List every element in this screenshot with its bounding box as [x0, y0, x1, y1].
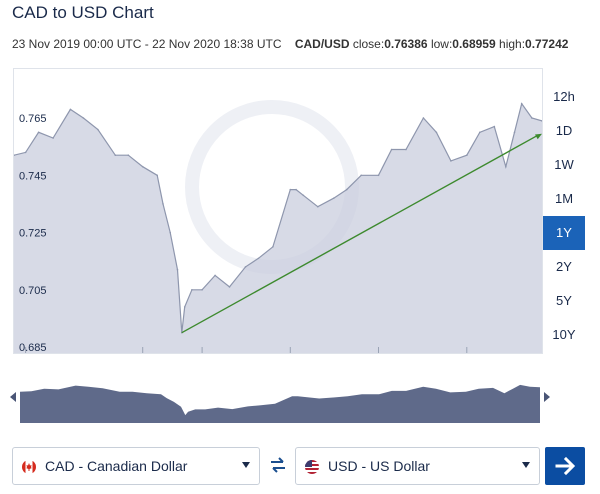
- to-currency-select[interactable]: USD - US Dollar: [295, 447, 540, 485]
- data-point: [191, 289, 193, 291]
- time-range-selector[interactable]: 12h 1D 1W 1M 1Y 2Y 5Y 10Y: [543, 80, 585, 352]
- chevron-down-icon: [242, 462, 250, 468]
- canada-flag-icon: [22, 460, 36, 474]
- range-button-2y[interactable]: 2Y: [556, 259, 572, 274]
- range-button-5y[interactable]: 5Y: [556, 293, 572, 308]
- close-value: 0.76386: [384, 37, 428, 51]
- page-title: CAD to USD Chart: [12, 3, 154, 22]
- data-point: [541, 120, 542, 122]
- data-point: [422, 117, 425, 119]
- range-button-12h[interactable]: 12h: [553, 89, 575, 104]
- y-tick-label: 0.745: [19, 170, 47, 182]
- y-tick-label: 0.725: [19, 228, 47, 240]
- data-point: [97, 128, 99, 131]
- y-tick-label: 0.765: [19, 113, 47, 125]
- data-point: [332, 197, 335, 199]
- range-button-1y[interactable]: 1Y: [543, 216, 585, 250]
- rate-area: [14, 103, 542, 353]
- data-point: [156, 174, 158, 177]
- range-button-1m[interactable]: 1M: [554, 191, 574, 206]
- y-tick-label: 0.705: [19, 285, 47, 297]
- range-button-10y[interactable]: 10Y: [552, 327, 576, 342]
- data-point: [520, 102, 523, 105]
- data-point: [82, 117, 85, 119]
- data-point: [289, 188, 292, 191]
- range-button-1w[interactable]: 1W: [554, 157, 574, 172]
- navigator-area: [20, 384, 540, 423]
- from-currency-label: CAD - Canadian Dollar: [45, 458, 188, 474]
- high-label: high:: [499, 37, 526, 51]
- data-point: [377, 174, 380, 177]
- data-point: [493, 125, 496, 128]
- us-flag-icon: [305, 460, 319, 474]
- data-point: [405, 148, 407, 151]
- data-point: [390, 148, 393, 151]
- trend-arrowhead: [535, 133, 542, 140]
- low-label: low:: [430, 37, 453, 51]
- close-label: close:: [352, 37, 385, 51]
- data-point: [201, 289, 203, 291]
- low-value: 0.68959: [452, 37, 496, 51]
- data-point: [52, 137, 54, 139]
- data-point: [360, 174, 363, 177]
- data-point: [513, 131, 516, 134]
- data-point: [272, 246, 274, 248]
- trend-line: [181, 134, 539, 334]
- swap-arrows-icon: [271, 457, 285, 473]
- data-point: [345, 188, 348, 191]
- navigator-overview[interactable]: [10, 377, 550, 423]
- chevron-down-icon: [522, 462, 530, 468]
- navigator-handle-left[interactable]: [10, 392, 16, 402]
- data-point: [244, 266, 247, 268]
- data-point: [114, 154, 117, 156]
- convert-button[interactable]: [545, 447, 585, 485]
- data-point: [69, 108, 72, 111]
- range-button-1d[interactable]: 1D: [555, 123, 573, 138]
- data-point: [214, 274, 216, 277]
- currency-pair: CAD/USD: [294, 37, 350, 51]
- data-point: [228, 286, 231, 288]
- data-point: [127, 154, 130, 156]
- data-point: [302, 194, 305, 197]
- data-point: [141, 165, 144, 168]
- data-point: [257, 257, 260, 260]
- data-point: [450, 160, 452, 162]
- rate-line: [14, 102, 542, 333]
- data-point: [505, 165, 507, 168]
- data-point: [479, 131, 481, 134]
- from-currency-select[interactable]: CAD - Canadian Dollar: [12, 447, 260, 485]
- data-point: [14, 154, 15, 156]
- swap-currencies-button[interactable]: [269, 455, 287, 475]
- data-point: [183, 306, 186, 308]
- date-range: 23 Nov 2019 00:00 UTC - 22 Nov 2020 18:3…: [12, 37, 282, 51]
- navigator-handle-right[interactable]: [544, 392, 550, 402]
- data-point: [435, 131, 438, 134]
- data-point: [37, 131, 40, 134]
- y-tick-label: 0.685: [19, 342, 47, 353]
- data-point: [24, 151, 27, 154]
- to-currency-label: USD - US Dollar: [328, 458, 430, 474]
- data-point: [169, 231, 171, 234]
- data-point: [176, 268, 179, 271]
- data-point: [162, 203, 164, 205]
- chart-summary: 23 Nov 2019 00:00 UTC - 22 Nov 2020 18:3…: [12, 37, 568, 51]
- data-point: [317, 205, 319, 208]
- data-point: [466, 154, 468, 156]
- data-point: [295, 188, 297, 191]
- data-point: [531, 117, 533, 119]
- high-value: 0.77242: [525, 37, 569, 51]
- arrow-right-icon: [555, 456, 576, 476]
